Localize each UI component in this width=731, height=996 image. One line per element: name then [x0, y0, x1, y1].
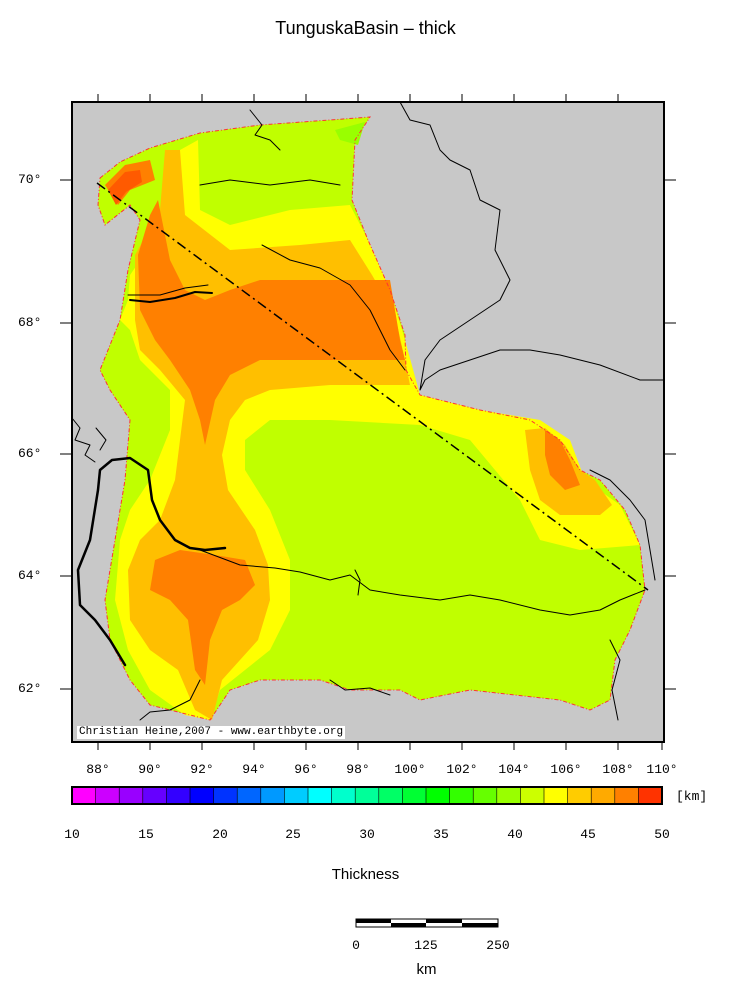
colorbar-swatch — [213, 787, 238, 804]
colorbar-swatch — [567, 787, 592, 804]
colorbar-swatch — [355, 787, 380, 804]
lon-label: 98° — [346, 762, 370, 777]
colorbar-label: 30 — [359, 827, 375, 842]
lon-label: 104° — [498, 762, 530, 777]
colorbar-swatch — [284, 787, 309, 804]
colorbar-label: 10 — [64, 827, 80, 842]
river-north-small — [95, 427, 107, 451]
colorbar-swatch — [638, 787, 663, 804]
river-lower-tunguska — [129, 291, 213, 303]
colorbar-swatch — [308, 787, 333, 804]
river-east-2 — [589, 469, 656, 581]
lon-label: 100° — [394, 762, 426, 777]
lon-label: 90° — [138, 762, 162, 777]
colorbar-title: Thickness — [331, 866, 400, 883]
river-north — [199, 179, 341, 186]
river-yenisei — [76, 456, 227, 667]
river-interior — [261, 244, 406, 371]
scale-label: 250 — [486, 938, 510, 953]
colorbar-swatch — [190, 787, 215, 804]
colorbar-swatch — [95, 787, 120, 804]
lat-label: 70° — [18, 172, 42, 187]
map-title: TunguskaBasin – thick — [275, 18, 456, 38]
scale-label: 125 — [414, 938, 438, 953]
basin-zone-49 — [105, 160, 580, 685]
colorbar-swatch — [496, 787, 521, 804]
rivers — [71, 101, 665, 721]
river-east — [399, 101, 665, 391]
colorbar-frame — [71, 786, 663, 805]
colorbar-swatch — [520, 787, 545, 804]
lon-label: 106° — [550, 762, 582, 777]
river-angara — [199, 549, 646, 616]
lon-label: 110° — [646, 762, 678, 777]
basin-core — [108, 170, 142, 205]
colorbar-label: 15 — [138, 827, 154, 842]
map-frame — [71, 101, 665, 743]
colorbar-swatch — [591, 787, 616, 804]
credit-text: Christian Heine,2007 - www.earthbyte.org — [77, 726, 346, 739]
river-tributary-1 — [354, 569, 361, 596]
lon-label: 96° — [294, 762, 318, 777]
colorbar-swatch — [119, 787, 144, 804]
colorbar-swatch — [473, 787, 498, 804]
scale-unit: km — [416, 961, 437, 978]
lon-label: 88° — [86, 762, 110, 777]
colorbar-label: 40 — [507, 827, 523, 842]
lon-label: 92° — [190, 762, 214, 777]
colorbar-swatch — [237, 787, 262, 804]
river-lower-tunguska-b — [127, 284, 209, 296]
colorbar-swatch — [614, 787, 639, 804]
lat-label: 62° — [18, 681, 42, 696]
colorbar-swatch — [166, 787, 191, 804]
colorbar-swatch — [378, 787, 403, 804]
lon-label: 102° — [446, 762, 478, 777]
lat-label: 66° — [18, 446, 42, 461]
colorbar-swatch — [142, 787, 167, 804]
colorbar-label: 35 — [433, 827, 449, 842]
river-north-branch — [249, 109, 281, 151]
colorbar-label: 50 — [654, 827, 670, 842]
river-tributary-3 — [329, 679, 391, 696]
river-west — [71, 417, 96, 463]
lon-label: 94° — [242, 762, 266, 777]
scale-bar — [355, 918, 499, 928]
colorbar-swatch — [72, 787, 97, 804]
colorbar-swatch — [544, 787, 569, 804]
lat-label: 64° — [18, 568, 42, 583]
profile-line — [96, 182, 649, 591]
colorbar-unit: [km] — [676, 789, 708, 804]
lon-label: 108° — [602, 762, 634, 777]
lat-label: 68° — [18, 315, 42, 330]
colorbar-swatch — [260, 787, 285, 804]
thickness-field — [98, 117, 645, 720]
colorbar-swatch — [426, 787, 451, 804]
scale-label: 0 — [352, 938, 360, 953]
colorbar-swatch — [402, 787, 427, 804]
frame-ticks — [60, 94, 676, 750]
colorbar-swatch — [331, 787, 356, 804]
basin-outline — [97, 116, 646, 721]
river-east-tributary — [609, 639, 621, 721]
colorbar-label: 45 — [580, 827, 596, 842]
colorbar-label: 25 — [285, 827, 301, 842]
river-tributary-2 — [139, 679, 201, 721]
colorbar-swatch — [449, 787, 474, 804]
basin-zone-42 — [335, 122, 365, 145]
colorbar-label: 20 — [212, 827, 228, 842]
colorbar — [72, 787, 663, 804]
